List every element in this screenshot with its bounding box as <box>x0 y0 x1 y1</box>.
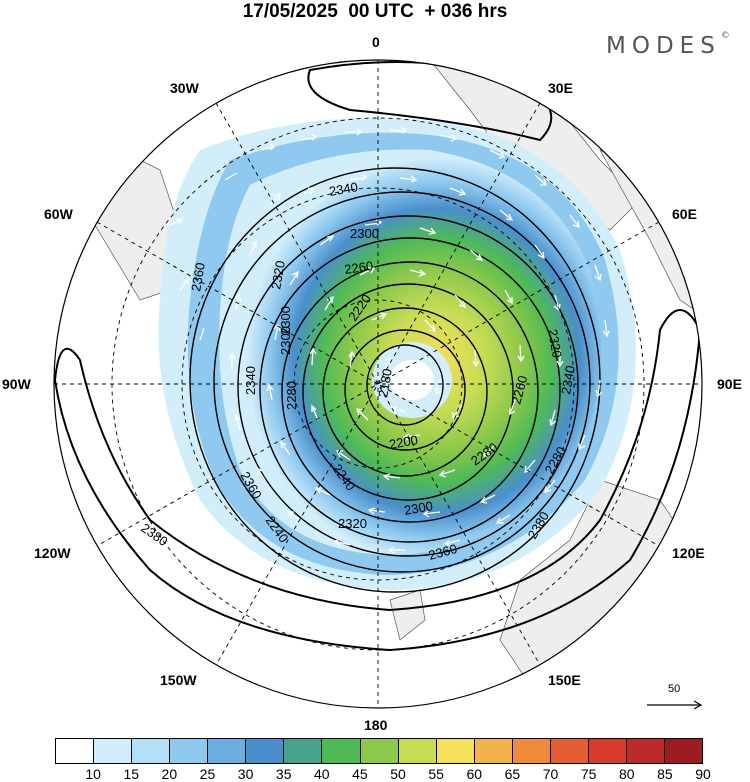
contour-label: 2360 <box>427 541 459 563</box>
contour-label: 2380 <box>138 520 170 549</box>
contour-label: 2260 <box>508 374 530 406</box>
colorbar-cell <box>170 739 209 763</box>
colorbar-label: 30 <box>237 766 254 782</box>
contour-label: 2280 <box>284 381 299 410</box>
lon-label-180: 180 <box>364 717 388 733</box>
contour-label: 2260 <box>343 258 374 277</box>
contour-label: 2340 <box>328 179 359 199</box>
contour-label: 2340 <box>558 364 578 395</box>
lon-label-0: 0 <box>372 34 380 50</box>
colorbar-label: 35 <box>275 766 292 782</box>
contour-label: 2180 <box>375 367 395 398</box>
colorbar-cell <box>94 739 133 763</box>
wind-vectors <box>169 127 610 554</box>
contour-label: 2360 <box>188 261 208 292</box>
colorbar-cell <box>436 739 475 763</box>
brand-logo: MODES© <box>606 31 730 59</box>
lon-label-90w: 90W <box>2 376 31 392</box>
colorbar-cell <box>398 739 437 763</box>
lon-label-60e: 60E <box>672 206 697 222</box>
colorbar-cell <box>360 739 399 763</box>
colorbar-label: 70 <box>542 766 559 782</box>
colorbar-label: 65 <box>504 766 521 782</box>
contour-label: 2340 <box>243 366 258 395</box>
brand-name: MODES <box>606 33 721 59</box>
colorbar-label: 75 <box>580 766 597 782</box>
lon-label-120w: 120W <box>34 545 71 561</box>
lon-label-90e: 90E <box>717 376 742 392</box>
polar-map: 2340 2300 2260 2220 2180 2200 2240 2280 … <box>53 59 703 709</box>
colorbar-label: 80 <box>618 766 635 782</box>
lon-label-120e: 120E <box>672 545 705 561</box>
brand-mark: © <box>720 31 730 41</box>
map-boundary <box>53 59 703 709</box>
colorbar-cell <box>665 739 703 763</box>
vector-reference-label: 50 <box>668 683 681 695</box>
colorbar-cell <box>246 739 285 763</box>
colorbar-label: 15 <box>123 766 140 782</box>
colorbar-cell <box>208 739 247 763</box>
lon-label-30e: 30E <box>548 80 573 96</box>
colorbar-cell <box>588 739 627 763</box>
lon-label-150w: 150W <box>160 672 197 688</box>
contour-label: 2320 <box>338 516 367 531</box>
contour-label: 2300 <box>278 326 293 355</box>
colorbar-label: 25 <box>199 766 216 782</box>
colorbar-cell <box>284 739 323 763</box>
colorbar <box>55 738 703 764</box>
colorbar-cell <box>132 739 171 763</box>
lon-label-150e: 150E <box>548 672 581 688</box>
vector-reference-arrow <box>647 700 703 710</box>
colorbar-label: 45 <box>352 766 368 782</box>
colorbar-label: 50 <box>390 766 406 782</box>
colorbar-label: 10 <box>85 766 101 782</box>
colorbar-cell <box>56 739 95 763</box>
colorbar-cell <box>512 739 551 763</box>
colorbar-cell <box>474 739 513 763</box>
colorbar-label: 90 <box>695 766 711 782</box>
lon-label-60w: 60W <box>44 206 73 222</box>
contour-label: 2300 <box>350 226 379 241</box>
contour-label: 2300 <box>278 306 293 335</box>
colorbar-label: 20 <box>161 766 178 782</box>
colorbar-label: 85 <box>657 766 673 782</box>
colorbar-label: 40 <box>314 766 330 782</box>
colorbar-cell <box>550 739 589 763</box>
contour-label: 2200 <box>388 432 419 452</box>
colorbar-cell <box>322 739 361 763</box>
graticule <box>54 60 702 708</box>
wind-speed-shading <box>158 118 636 590</box>
lon-label-30w: 30W <box>170 80 199 96</box>
contour-label: 2300 <box>403 498 434 518</box>
colorbar-label: 60 <box>466 766 483 782</box>
colorbar-cell <box>626 739 665 763</box>
forecast-title: 17/05/2025 00 UTC + 036 hrs <box>242 1 508 22</box>
colorbar-label: 55 <box>428 766 444 782</box>
contour-label: 2320 <box>545 328 565 359</box>
colorbar-labels: 10 15 20 25 30 35 40 45 50 55 60 65 70 75 80 85 90 <box>55 766 710 782</box>
contour-label: 2320 <box>268 259 288 290</box>
